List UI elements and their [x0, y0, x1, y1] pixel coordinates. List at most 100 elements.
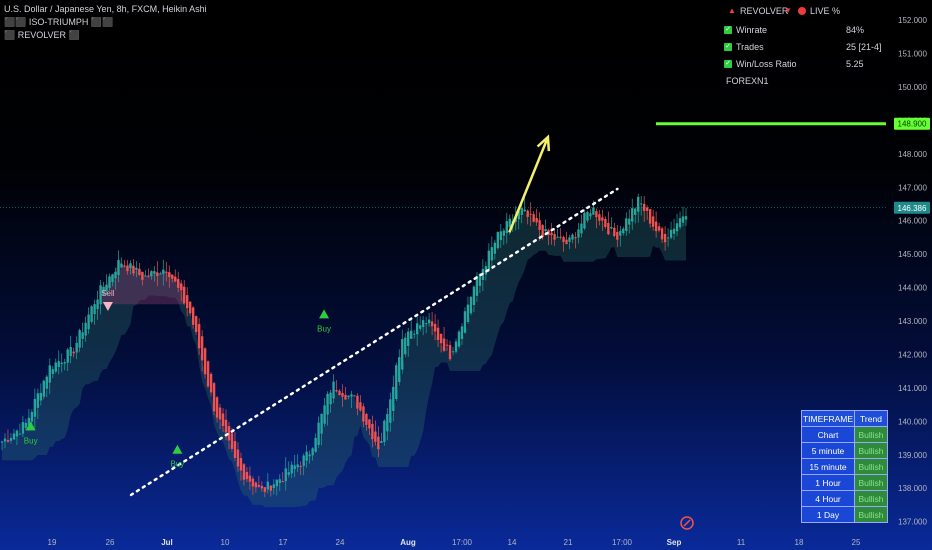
candle [299, 461, 302, 476]
candle [380, 432, 383, 444]
candle [469, 296, 473, 316]
candle [386, 408, 389, 441]
candle [284, 457, 287, 491]
trend-cell: Bullish [854, 458, 888, 475]
candle [96, 290, 99, 320]
candle [15, 429, 19, 446]
time-tick-label: 19 [48, 538, 57, 547]
time-tick-label: 17:00 [612, 538, 633, 547]
candle [209, 372, 213, 397]
candle [559, 228, 562, 240]
triangle-down-icon [102, 301, 113, 311]
candle [421, 316, 425, 336]
candle [144, 270, 147, 277]
candle [675, 213, 679, 237]
candle [338, 389, 341, 396]
triangle-up-icon [319, 309, 330, 319]
candle [383, 419, 386, 446]
time-tick-label: 18 [795, 538, 804, 547]
candle [442, 326, 446, 353]
candle [105, 274, 108, 295]
candle [138, 263, 141, 277]
svg-text:148.900: 148.900 [898, 120, 927, 129]
candle [308, 450, 311, 464]
candle [586, 210, 589, 223]
candle [359, 395, 362, 412]
candle [260, 481, 264, 492]
candle [200, 330, 204, 372]
candle [293, 454, 296, 478]
candle [553, 228, 556, 246]
time-tick-label: 26 [106, 538, 115, 547]
time-tick-label: 17:00 [452, 538, 473, 547]
signal-label: Sell [101, 289, 115, 298]
candle [135, 261, 138, 278]
candle [45, 375, 49, 398]
cloud-layer [2, 204, 686, 508]
timeframe-cell: Chart [801, 426, 855, 443]
signal-layer: Buy Sell Buy Buy [24, 289, 331, 469]
candle [185, 287, 189, 317]
price-tick-label: 151.000 [898, 50, 927, 59]
candle [236, 442, 240, 472]
time-tick-label: 11 [737, 538, 746, 547]
candle [660, 226, 664, 243]
candle [3, 433, 7, 448]
stats-footer: FOREXN1 [726, 76, 769, 86]
time-tick-label: 25 [852, 538, 861, 547]
candle [93, 299, 96, 325]
candle [63, 358, 66, 371]
candle [168, 265, 171, 288]
candle [0, 440, 4, 451]
candle-layer [0, 193, 688, 498]
stats-row-win-loss-ratio: ✓ Win/Loss Ratio 5.25 [724, 59, 884, 73]
target-price-badge: 148.900 [894, 117, 930, 130]
candle [392, 375, 395, 422]
time-tick-label: Aug [400, 538, 416, 547]
price-tick-label: 148.000 [898, 150, 927, 159]
candle [356, 393, 359, 416]
candle [377, 426, 380, 457]
table-row: 1 Day Bullish [801, 506, 888, 523]
candle [565, 231, 568, 245]
timeframe-cell: 1 Day [801, 506, 855, 523]
candle [344, 387, 347, 400]
candle [365, 412, 368, 431]
candle [631, 198, 634, 230]
price-tick-label: 138.000 [898, 484, 927, 493]
candle [544, 219, 547, 233]
candle [60, 353, 63, 373]
candle [466, 296, 470, 325]
candle [57, 350, 60, 375]
candle [353, 395, 356, 397]
time-tick-label: 10 [221, 538, 230, 547]
candle [681, 206, 685, 227]
candle [129, 260, 132, 275]
time-tick-label: Sep [667, 538, 682, 547]
candle [296, 454, 299, 473]
price-tick-label: 142.000 [898, 350, 927, 359]
candle [221, 408, 225, 433]
candle [278, 474, 281, 492]
stats-title: REVOLVER [740, 6, 789, 16]
stats-label: Trades [736, 42, 764, 52]
candle [302, 453, 305, 476]
candle [156, 261, 159, 287]
candle [523, 198, 526, 212]
stats-label: Win/Loss Ratio [736, 59, 797, 69]
candle [499, 223, 503, 248]
candle [628, 209, 631, 234]
indicator-label-iso-triumph[interactable]: ⬛⬛ ISO-TRIUMPH ⬛⬛ [4, 17, 114, 27]
candle [314, 433, 317, 453]
candle [165, 261, 168, 282]
candle [326, 391, 329, 426]
candle [589, 208, 592, 220]
time-tick-label: 24 [336, 538, 345, 547]
candle [212, 381, 216, 416]
candle [78, 328, 81, 353]
indicator-label-revolver[interactable]: ⬛ REVOLVER ⬛ [4, 30, 80, 40]
trend-table: TIMEFRAME Trend Chart Bullish 5 minute B… [801, 410, 888, 523]
candle [535, 208, 538, 226]
candle [407, 328, 410, 357]
